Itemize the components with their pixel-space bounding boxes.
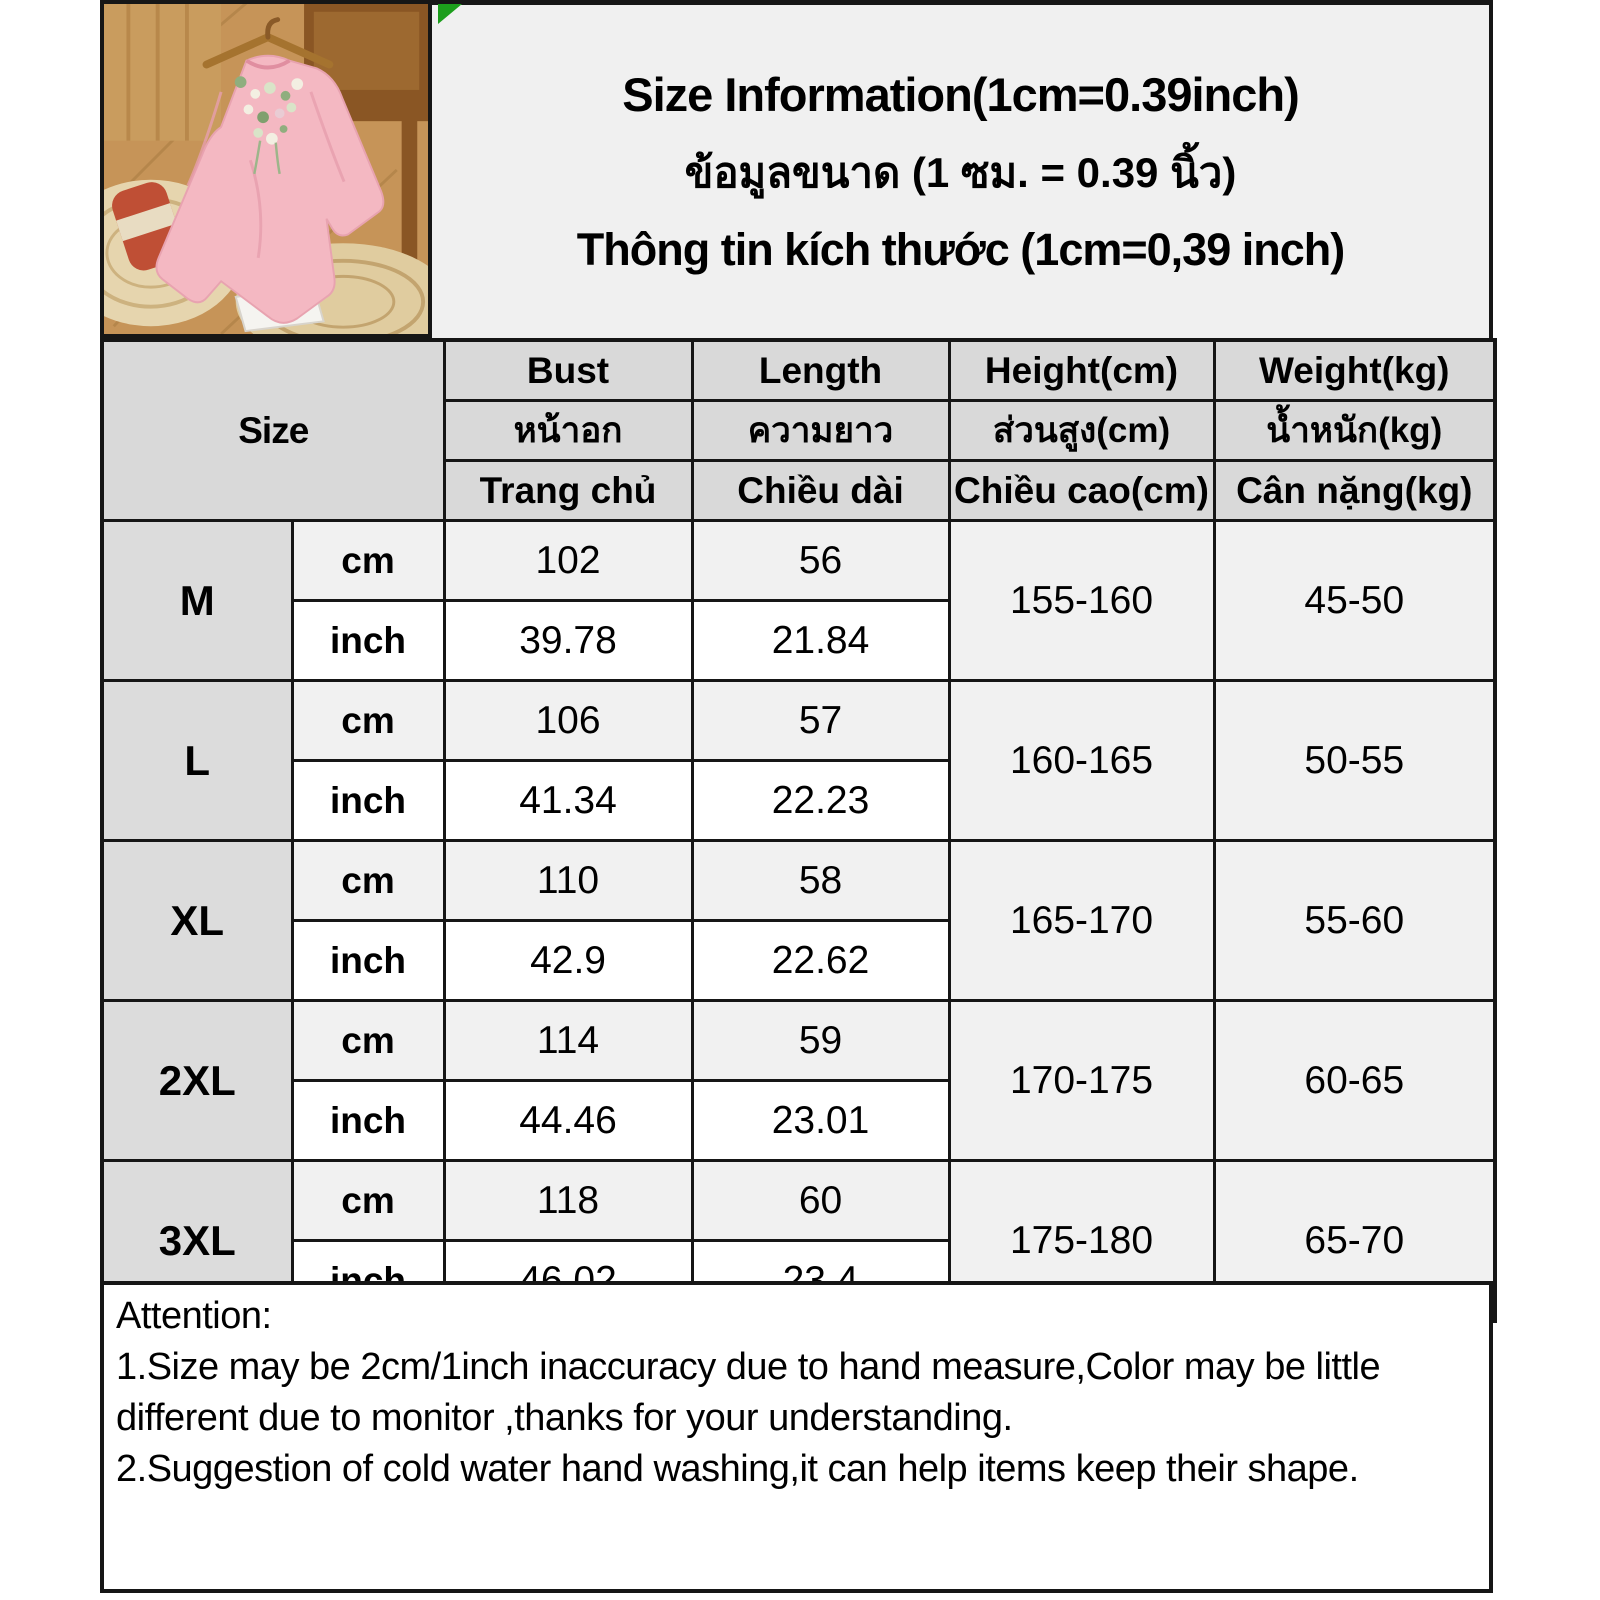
table-row: inch 39.78 21.84 (102, 599, 1495, 682)
bust-cm-value: 114 (442, 999, 694, 1082)
table-row: L cm 106 57 160-165 50-55 (100, 679, 1497, 842)
bust-cm-value: 106 (442, 679, 694, 762)
size-label-l: L (100, 679, 294, 842)
size-table: Size Bust Length Height(cm) Weight(kg) ห… (100, 338, 1498, 1323)
length-cm-value: 56 (690, 519, 951, 602)
table-row: XL cm 110 58 165-170 55-60 (100, 839, 1497, 1002)
weight-range: 60-65 (1212, 999, 1497, 1162)
col-header-weight-vi: Cân nặng(kg) (1212, 459, 1497, 522)
length-inch-value: 23.01 (690, 1079, 951, 1162)
unit-cm: cm (290, 519, 446, 602)
bust-cm-value: 118 (442, 1159, 694, 1242)
table-row: 3XL cm 118 60 175-180 65-70 (100, 1159, 1497, 1323)
product-photo (100, 0, 432, 338)
title-vietnamese: Thông tin kích thước (1cm=0,39 inch) (576, 224, 1345, 275)
col-header-length-vi: Chiều dài (690, 459, 951, 522)
table-row: inch 41.34 22.23 (102, 759, 1495, 842)
unit-inch: inch (290, 919, 446, 1002)
embroidery (234, 76, 304, 175)
attention-note-1: 1.Size may be 2cm/1inch inaccuracy due t… (116, 1345, 1381, 1439)
col-header-height-th: ส่วนสูง(cm) (947, 399, 1216, 462)
weight-range: 45-50 (1212, 519, 1497, 682)
length-inch-value: 22.23 (690, 759, 951, 842)
unit-cm: cm (290, 999, 446, 1082)
header-row-english: Size Bust Length Height(cm) Weight(kg) (100, 338, 1497, 522)
table-row: M cm 102 56 155-160 45-50 (100, 519, 1497, 682)
unit-inch: inch (290, 1079, 446, 1162)
size-label-m: M (100, 519, 294, 682)
col-header-height-vi: Chiều cao(cm) (947, 459, 1216, 522)
height-range: 165-170 (947, 839, 1216, 1002)
col-header-weight-en: Weight(kg) (1212, 338, 1497, 402)
header-row-vietnamese: Trang chủ Chiều dài Chiều cao(cm) Cân nặ… (102, 459, 1497, 522)
length-cm-value: 60 (690, 1159, 951, 1242)
attention-note-2: 2.Suggestion of cold water hand washing,… (116, 1447, 1359, 1490)
col-header-length-th: ความยาว (690, 399, 951, 462)
height-range: 155-160 (947, 519, 1216, 682)
bust-cm-value: 110 (442, 839, 694, 922)
unit-inch: inch (290, 759, 446, 842)
corner-flag-icon (438, 4, 462, 24)
col-header-bust-vi: Trang chủ (442, 459, 694, 522)
unit-cm: cm (290, 679, 446, 762)
title-english: Size Information(1cm=0.39inch) (622, 68, 1299, 121)
bust-inch-value: 44.46 (442, 1079, 694, 1162)
unit-cm: cm (290, 839, 446, 922)
attention-box: Attention: 1.Size may be 2cm/1inch inacc… (100, 1281, 1493, 1593)
bust-cm-value: 102 (442, 519, 694, 602)
length-inch-value: 22.62 (690, 919, 951, 1002)
table-row: inch 44.46 23.01 (102, 1079, 1495, 1162)
length-inch-value: 21.84 (690, 599, 951, 682)
blouse-shape (155, 54, 385, 324)
table-row: 2XL cm 114 59 170-175 60-65 (100, 999, 1497, 1162)
col-header-height-en: Height(cm) (947, 338, 1216, 402)
table-row: inch 42.9 22.62 (102, 919, 1495, 1002)
title-band: Size Information(1cm=0.39inch) ข้อมูลขนา… (432, 0, 1493, 338)
bust-inch-value: 41.34 (442, 759, 694, 842)
col-header-length-en: Length (690, 338, 951, 402)
length-cm-value: 58 (690, 839, 951, 922)
col-header-bust-th: หน้าอก (442, 399, 694, 462)
product-photo-illustration (104, 4, 428, 334)
height-range: 160-165 (947, 679, 1216, 842)
size-label-xl: XL (100, 839, 294, 1002)
size-column-header: Size (100, 338, 446, 522)
attention-heading: Attention: (116, 1295, 272, 1337)
col-header-weight-th: น้ำหนัก(kg) (1212, 399, 1497, 462)
header-row-thai: หน้าอก ความยาว ส่วนสูง(cm) น้ำหนัก(kg) (102, 399, 1497, 462)
col-header-bust-en: Bust (442, 338, 694, 402)
title-thai: ข้อมูลขนาด (1 ซม. = 0.39 นิ้ว) (684, 149, 1237, 196)
height-range: 170-175 (947, 999, 1216, 1162)
weight-range: 50-55 (1212, 679, 1497, 842)
length-cm-value: 59 (690, 999, 951, 1082)
size-label-2xl: 2XL (100, 999, 294, 1162)
bust-inch-value: 39.78 (442, 599, 694, 682)
weight-range: 55-60 (1212, 839, 1497, 1002)
bust-inch-value: 42.9 (442, 919, 694, 1002)
length-cm-value: 57 (690, 679, 951, 762)
unit-cm: cm (290, 1159, 446, 1242)
unit-inch: inch (290, 599, 446, 682)
